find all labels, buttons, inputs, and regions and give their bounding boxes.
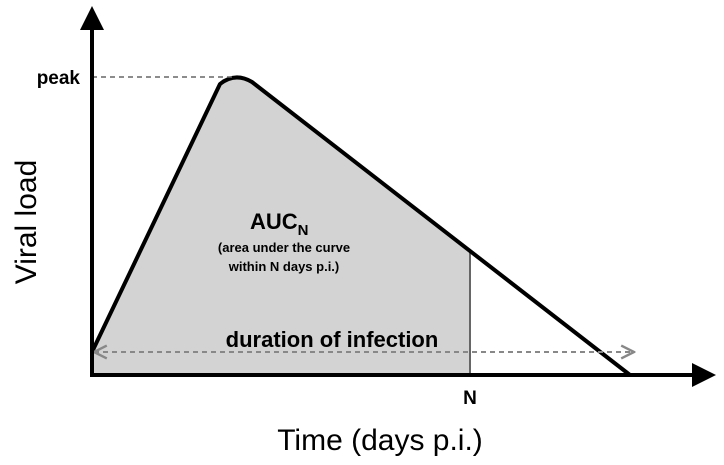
n-tick-label: N (463, 388, 477, 409)
viral-curve (90, 75, 632, 377)
duration-label: duration of infection (226, 327, 439, 352)
y-axis-label: Viral load (10, 160, 43, 285)
auc-note: (area under the curve (218, 240, 350, 255)
auc-text: AUC (250, 209, 298, 234)
auc-subscript: N (298, 222, 309, 239)
auc-label: AUCN (250, 209, 309, 239)
y-axis-arrow (80, 6, 104, 30)
auc-note: within N days p.i.) (228, 259, 340, 274)
x-axis-arrow (692, 363, 716, 387)
peak-label: peak (37, 68, 81, 89)
auc-area (92, 77, 470, 376)
x-axis-label: Time (days p.i.) (277, 424, 483, 457)
